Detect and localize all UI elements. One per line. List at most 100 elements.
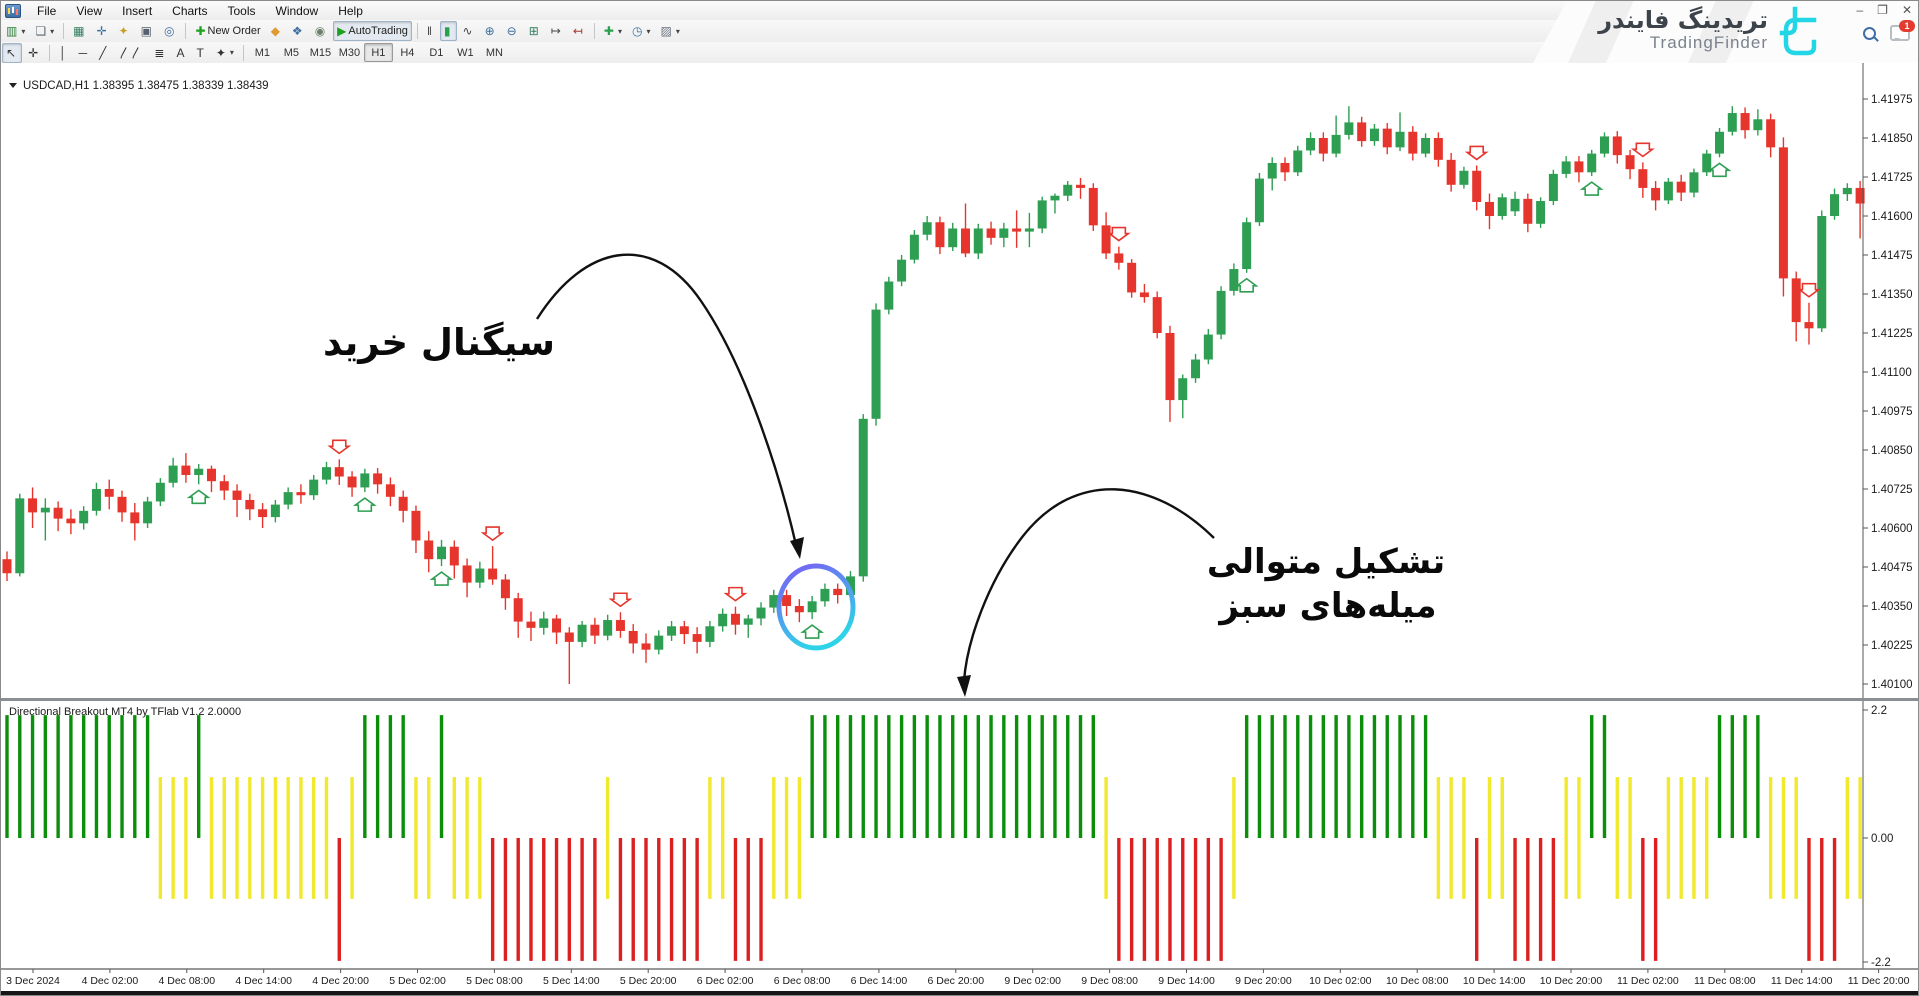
candle-body <box>1203 334 1213 360</box>
equidistant-channel-button[interactable]: 〳〳 <box>114 43 148 63</box>
candle-body <box>769 595 779 608</box>
time-axis-label: 3 Dec 2024 <box>6 975 60 987</box>
menu-insert[interactable]: Insert <box>122 3 153 18</box>
panel-separator[interactable] <box>1 698 1919 701</box>
timeframe-h4[interactable]: H4 <box>400 46 415 59</box>
market-watch-button[interactable]: ▦ <box>69 21 90 41</box>
trendline-button[interactable]: ╱ <box>95 43 112 63</box>
candle-body <box>309 479 319 496</box>
candle-body <box>1024 228 1034 232</box>
timeframe-m5[interactable]: M5 <box>283 46 300 59</box>
candle-body <box>1280 162 1290 173</box>
restore-button[interactable]: ❐ <box>1877 3 1888 17</box>
candle-body <box>884 281 894 310</box>
candle-body <box>219 481 229 491</box>
timeframe-w1[interactable]: W1 <box>457 46 474 59</box>
candle-body <box>40 507 50 513</box>
candle-body <box>539 618 549 628</box>
menu-charts[interactable]: Charts <box>172 3 208 18</box>
profiles-button[interactable]: ❏ ▾ <box>31 21 58 41</box>
chart-shift-button[interactable]: ↤ <box>569 21 589 41</box>
auto-scroll-icon: ↦ <box>550 24 561 38</box>
horizontal-line-icon: ─ <box>78 45 88 60</box>
autotrading-button[interactable]: ▶ AutoTrading <box>333 21 412 41</box>
candle-body <box>552 618 562 633</box>
crosshair-button[interactable]: ✛ <box>24 43 44 63</box>
time-axis-label: 11 Dec 02:00 <box>1617 975 1679 987</box>
fibonacci-button[interactable]: ≣ <box>150 43 170 63</box>
metaeditor-button[interactable]: ◆ <box>267 21 286 41</box>
time-axis-label: 4 Dec 02:00 <box>82 975 139 987</box>
candle-body <box>1778 147 1788 279</box>
candle-body <box>462 565 472 583</box>
data-window-button[interactable]: ✛ <box>92 21 112 41</box>
vertical-line-button[interactable]: │ <box>55 43 73 63</box>
menu-help[interactable]: Help <box>338 3 363 18</box>
price-axis-label: 1.40225 <box>1871 640 1913 652</box>
candle-body <box>603 620 613 636</box>
zoom-out-button[interactable]: ⊖ <box>503 21 523 41</box>
strategy-tester-button[interactable]: ◎ <box>160 21 180 41</box>
periods-button[interactable]: ◷ ▾ <box>628 21 655 41</box>
navigator-button[interactable]: ✦ <box>115 21 135 41</box>
text-label-button[interactable]: T <box>192 43 209 63</box>
timeframe-m1[interactable]: M1 <box>254 46 271 59</box>
new-chart-button[interactable]: ▥ ▾ <box>2 21 29 41</box>
menu-window[interactable]: Window <box>275 3 319 18</box>
auto-scroll-button[interactable]: ↦ <box>547 21 567 41</box>
zoom-in-button[interactable]: ⊕ <box>481 21 501 41</box>
timeframe-d1[interactable]: D1 <box>429 46 444 59</box>
tile-windows-button[interactable]: ⊞ <box>525 21 545 41</box>
candle-body <box>66 518 76 524</box>
periods-icon: ◷ <box>631 24 643 38</box>
new-order-icon: ✚ <box>195 24 206 38</box>
search-icon[interactable] <box>1863 26 1876 40</box>
timeframe-h1[interactable]: H1 <box>363 43 393 62</box>
menu-file[interactable]: File <box>37 3 57 18</box>
timeframe-m15[interactable]: M15 <box>309 46 332 59</box>
candle-body <box>1727 113 1737 132</box>
candle-chart-button[interactable]: ▮ <box>439 21 457 41</box>
templates-button[interactable]: ▨ ▾ <box>656 21 683 41</box>
line-chart-button[interactable]: ∿ <box>459 21 479 41</box>
time-axis-label: 9 Dec 02:00 <box>1004 975 1061 987</box>
price-axis-label: 1.40475 <box>1871 562 1913 574</box>
timeframe-m30[interactable]: M30 <box>338 46 361 59</box>
experts-button[interactable]: ❖ <box>288 21 309 41</box>
new-chart-icon: ▥ <box>6 24 18 38</box>
brand-name-en: TradingFinder <box>1649 33 1768 52</box>
bar-chart-button[interactable]: ‖ <box>423 21 438 41</box>
chevron-down-icon: ▾ <box>646 26 651 36</box>
minimize-button[interactable]: – <box>1856 3 1864 17</box>
time-axis-label: 6 Dec 02:00 <box>697 975 754 987</box>
menu-tools[interactable]: Tools <box>227 3 256 18</box>
indicator-axis-label: 0.00 <box>1871 833 1893 845</box>
indicators-button[interactable]: ✚ ▾ <box>600 21 626 41</box>
alerts-button[interactable]: ◉ <box>311 21 331 41</box>
consecutive-bars-text-line2: میله‌های سبز <box>1217 586 1436 626</box>
sell-arrow-icon <box>480 526 505 542</box>
time-axis-label: 11 Dec 14:00 <box>1771 975 1833 987</box>
cursor-button[interactable]: ↖ <box>2 42 23 63</box>
candle-body <box>973 228 983 254</box>
timeframe-mn[interactable]: MN <box>485 46 503 59</box>
app-icon <box>5 3 21 18</box>
new-order-button[interactable]: ✚ New Order <box>195 24 261 38</box>
arrows-button[interactable]: ✦ ▾ <box>212 43 238 63</box>
close-button[interactable]: ✕ <box>1901 3 1912 17</box>
menu-view[interactable]: View <box>76 3 103 18</box>
chart-area[interactable]: 1.41975 1.41850 1.41725 1.41600 1.41475 1.413… <box>1 63 1919 995</box>
time-axis-label: 9 Dec 08:00 <box>1081 975 1138 987</box>
indicator-axis-label: -2.2 <box>1871 957 1891 969</box>
candle-body <box>909 234 919 260</box>
symbol-dropdown-icon[interactable] <box>9 83 17 88</box>
text-button[interactable]: A <box>172 43 190 63</box>
candle-body <box>2 559 12 574</box>
price-axis-label: 1.40600 <box>1871 523 1913 535</box>
terminal-button[interactable]: ▣ <box>137 21 158 41</box>
candle-body <box>692 634 702 642</box>
horizontal-line-button[interactable]: ─ <box>75 43 94 63</box>
candle-body <box>283 492 293 505</box>
candle-body <box>104 489 114 497</box>
chat-icon[interactable]: 1 <box>1890 20 1915 41</box>
